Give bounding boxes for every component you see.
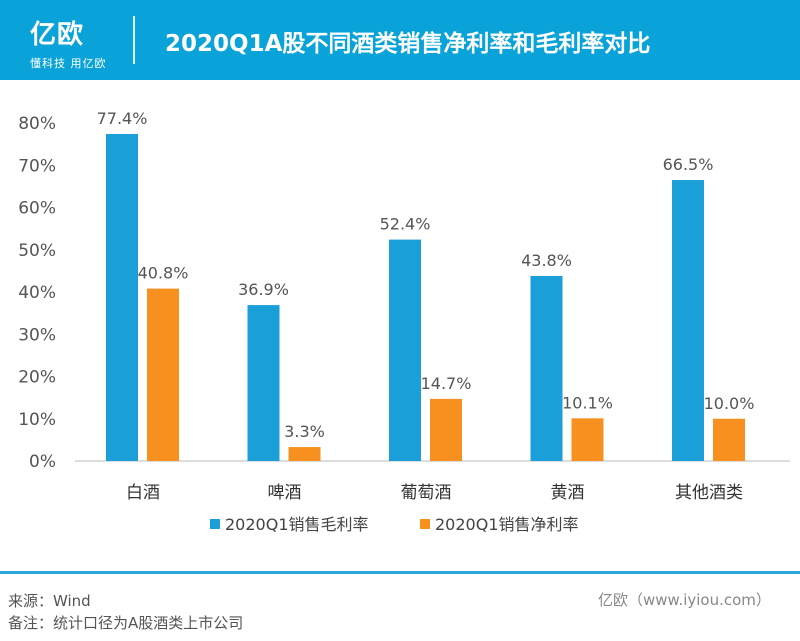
data-label: 40.8%: [138, 264, 189, 283]
footer-divider: [0, 571, 800, 574]
data-label: 10.1%: [562, 393, 613, 412]
y-tick-label: 50%: [18, 241, 56, 261]
bar-net: [430, 398, 462, 461]
bar-gross: [672, 180, 704, 461]
y-tick-label: 10%: [18, 410, 56, 430]
data-label: 14.7%: [421, 374, 472, 393]
y-tick-label: 20%: [18, 368, 56, 388]
bar-gross: [389, 239, 421, 461]
legend-swatch: [210, 519, 220, 529]
y-tick-label: 60%: [18, 199, 56, 219]
legend-label: 2020Q1销售毛利率: [225, 515, 369, 534]
x-tick-label: 葡萄酒: [401, 483, 452, 503]
bar-gross: [106, 133, 138, 462]
y-tick-label: 30%: [18, 325, 56, 345]
note-text: 备注：统计口径为A股酒类上市公司: [8, 614, 244, 632]
bar-chart: 0% 10% 20% 30% 40% 50% 60% 70% 80% 77.4% 40.8% 白酒 36…: [18, 109, 790, 534]
credit-text: 亿欧（www.iyiou.com）: [598, 591, 771, 609]
bar-net: [288, 447, 321, 461]
page-title: 2020Q1A股不同酒类销售净利率和毛利率对比: [165, 31, 651, 57]
x-tick-label: 其他酒类: [675, 483, 743, 503]
data-label: 36.9%: [238, 280, 289, 299]
legend-swatch: [420, 519, 430, 529]
logo: 亿欧 懂科技 用亿欧: [30, 14, 107, 71]
data-label: 43.8%: [521, 251, 572, 270]
x-tick-label: 白酒: [126, 483, 160, 503]
bar-gross: [247, 305, 280, 461]
data-label: 66.5%: [663, 155, 714, 174]
data-label: 3.3%: [284, 422, 325, 441]
y-tick-label: 40%: [18, 283, 56, 303]
bar-gross: [530, 275, 563, 461]
bar-net: [571, 418, 604, 461]
logo-text: 亿欧: [30, 20, 85, 50]
bar-net: [713, 418, 745, 461]
x-tick-label: 黄酒: [551, 483, 585, 503]
y-tick-label: 70%: [18, 156, 56, 176]
slogan: 懂科技 用亿欧: [30, 57, 107, 70]
bar-net: [147, 288, 179, 461]
y-tick-label: 0%: [29, 452, 56, 472]
header: 亿欧 懂科技 用亿欧 2020Q1A股不同酒类销售净利率和毛利率对比: [0, 0, 800, 80]
data-label: 52.4%: [380, 215, 431, 234]
divider: [133, 16, 135, 64]
legend-label: 2020Q1销售净利率: [435, 515, 579, 534]
data-label: 10.0%: [704, 394, 755, 413]
data-label: 77.4%: [97, 109, 148, 128]
y-tick-label: 80%: [18, 114, 56, 134]
x-tick-label: 啤酒: [268, 483, 302, 503]
source-text: 来源：Wind: [8, 592, 91, 610]
